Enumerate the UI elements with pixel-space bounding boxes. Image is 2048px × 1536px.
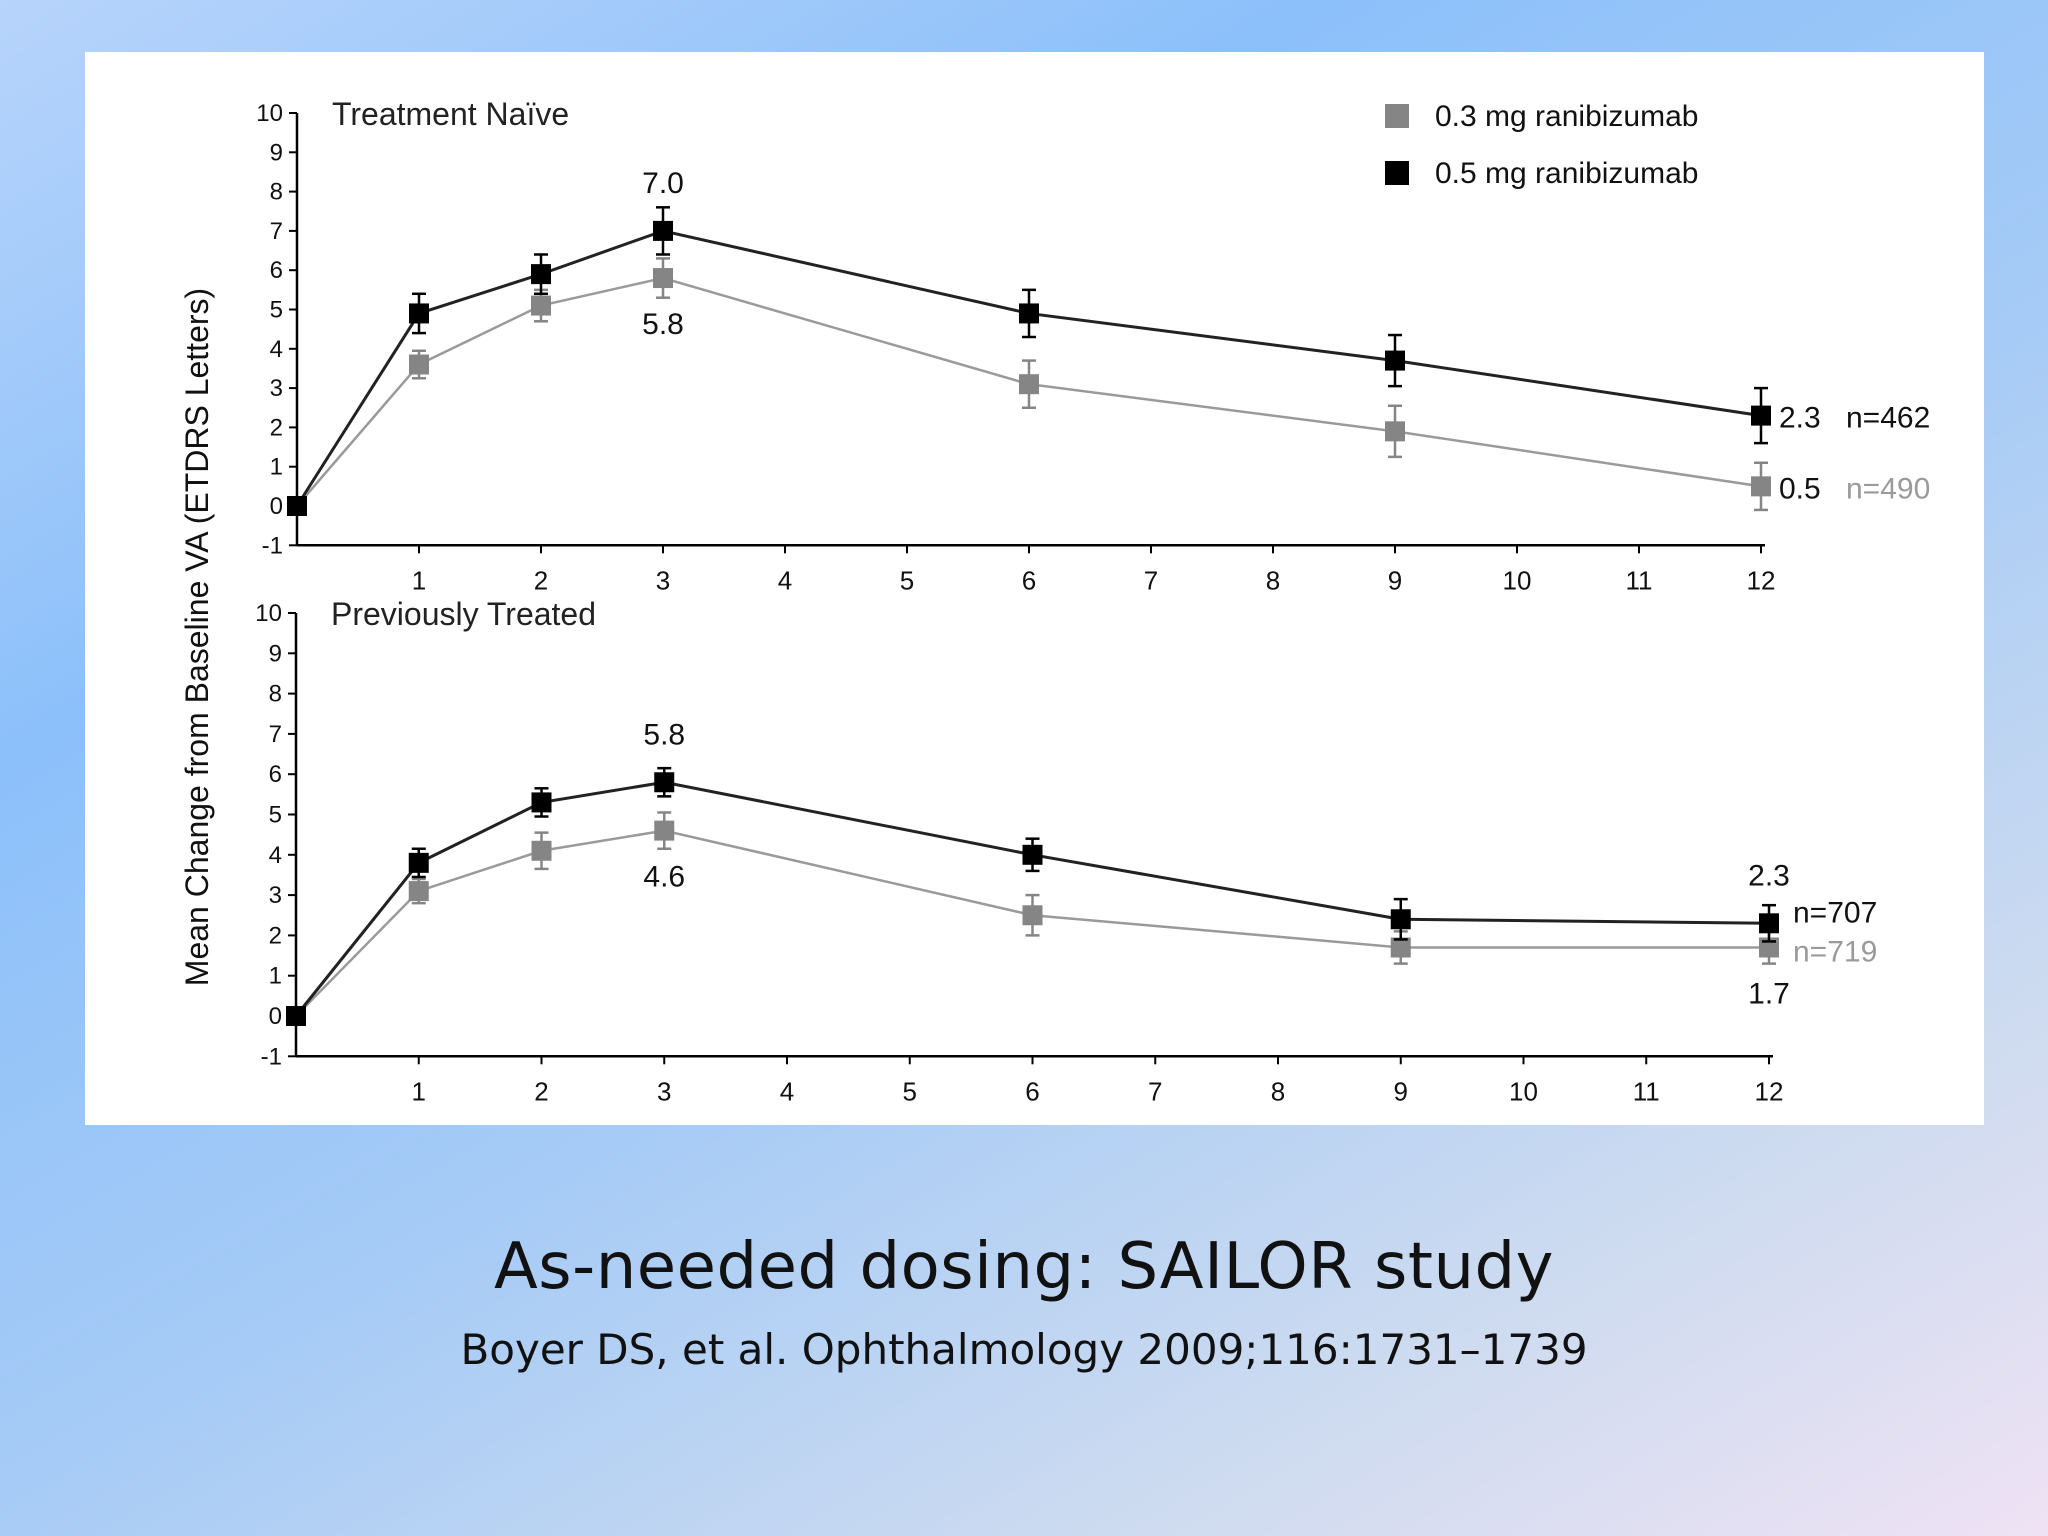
x-tick-label: 9 — [1388, 565, 1402, 595]
data-point — [409, 354, 429, 375]
data-point — [1385, 350, 1405, 371]
y-tick-label: -1 — [262, 532, 283, 559]
y-tick-label: 2 — [270, 414, 283, 441]
data-point — [1019, 303, 1039, 324]
y-tick-label: 8 — [269, 681, 282, 708]
x-tick-label: 2 — [534, 565, 548, 595]
x-tick-label: 6 — [1025, 1076, 1039, 1106]
y-tick-label: -1 — [261, 1043, 282, 1070]
data-point — [408, 881, 429, 902]
x-tick-label: 12 — [1755, 1076, 1784, 1106]
y-tick-label: 0 — [269, 1003, 282, 1030]
y-tick-label: 7 — [269, 721, 282, 748]
slide-title: As-needed dosing: SAILOR study — [493, 1230, 1555, 1304]
x-tick-label: 11 — [1633, 1076, 1660, 1106]
data-label: 1.7 — [1748, 977, 1790, 1010]
y-tick-label: 10 — [255, 600, 282, 627]
y-tick-label: 3 — [270, 375, 283, 402]
y-tick-label: 6 — [269, 761, 282, 788]
data-point — [286, 1006, 306, 1026]
data-label: 4.6 — [643, 861, 685, 894]
data-point — [1759, 913, 1779, 934]
n-label: n=490 — [1846, 472, 1930, 505]
x-tick-label: 4 — [778, 565, 792, 595]
chart-panel: -1 0 1 2 3 4 5 6 7 8 9 10 1 2 3 4 5 6 7 8 9 10 11 12 Treatment N… — [85, 52, 1984, 1125]
y-tick-label: 8 — [270, 179, 283, 206]
legend-marker — [1385, 161, 1409, 185]
data-point — [1390, 937, 1411, 958]
x-tick-label: 10 — [1509, 1076, 1538, 1106]
y-tick-label: 0 — [270, 493, 283, 520]
x-tick-label: 7 — [1144, 565, 1158, 595]
x-tick-label: 9 — [1394, 1076, 1408, 1106]
x-tick-label: 3 — [657, 1076, 671, 1106]
data-point — [531, 840, 552, 861]
data-point — [1022, 905, 1043, 926]
x-tick-label: 2 — [534, 1076, 548, 1106]
x-tick-label: 1 — [412, 565, 426, 595]
data-point — [1385, 421, 1405, 442]
x-tick-label: 5 — [900, 565, 914, 595]
data-point — [287, 496, 307, 516]
legend-marker — [1385, 104, 1409, 128]
x-tick-label: 10 — [1503, 565, 1532, 595]
data-label: 7.0 — [642, 167, 684, 200]
n-label: n=719 — [1793, 935, 1877, 968]
data-point — [653, 268, 673, 289]
panel-title: Previously Treated — [331, 596, 596, 632]
data-point — [408, 852, 429, 873]
panel-title: Treatment Naïve — [332, 96, 569, 132]
x-tick-label: 5 — [903, 1076, 917, 1106]
x-tick-label: 6 — [1022, 565, 1036, 595]
data-point — [1390, 909, 1411, 930]
data-point — [1019, 374, 1039, 395]
data-label: 0.5 — [1779, 472, 1821, 505]
data-point — [1751, 405, 1771, 426]
data-point — [654, 820, 675, 841]
y-tick-label: 7 — [270, 218, 283, 245]
data-point — [409, 303, 429, 324]
legend-label: 0.5 mg ranibizumab — [1435, 157, 1698, 190]
y-tick-label: 9 — [269, 640, 282, 667]
slide-citation: Boyer DS, et al. Ophthalmology 2009;116:… — [460, 1325, 1588, 1374]
y-tick-label: 6 — [270, 257, 283, 284]
legend-label: 0.3 mg ranibizumab — [1435, 100, 1698, 133]
y-tick-label: 1 — [269, 963, 282, 990]
data-point — [531, 264, 551, 285]
y-tick-label: 2 — [269, 922, 282, 949]
data-point — [1751, 476, 1771, 497]
data-label: 2.3 — [1779, 402, 1821, 435]
x-tick-label: 4 — [780, 1076, 794, 1106]
y-tick-label: 4 — [270, 336, 283, 363]
data-label: 2.3 — [1748, 859, 1790, 892]
data-point — [653, 220, 673, 241]
x-tick-label: 8 — [1271, 1076, 1285, 1106]
data-point — [654, 772, 675, 793]
data-label: 5.8 — [642, 308, 684, 341]
y-axis-label: Mean Change from Baseline VA (ETDRS Lett… — [179, 288, 215, 986]
x-tick-label: 11 — [1626, 565, 1653, 595]
y-tick-label: 1 — [270, 454, 283, 481]
data-point — [531, 792, 552, 813]
y-tick-label: 10 — [256, 100, 283, 127]
y-tick-label: 5 — [270, 297, 283, 324]
data-point — [1022, 844, 1043, 865]
y-tick-label: 9 — [270, 139, 283, 166]
data-label: 5.8 — [643, 718, 685, 751]
x-tick-label: 7 — [1148, 1076, 1162, 1106]
y-tick-label: 3 — [269, 882, 282, 909]
data-point — [531, 295, 551, 316]
x-tick-label: 12 — [1747, 565, 1776, 595]
n-label: n=462 — [1846, 402, 1930, 435]
x-tick-label: 3 — [656, 565, 670, 595]
x-tick-label: 1 — [412, 1076, 426, 1106]
x-tick-label: 8 — [1266, 565, 1280, 595]
y-tick-label: 5 — [269, 802, 282, 829]
n-label: n=707 — [1793, 896, 1877, 929]
y-tick-label: 4 — [269, 842, 282, 869]
